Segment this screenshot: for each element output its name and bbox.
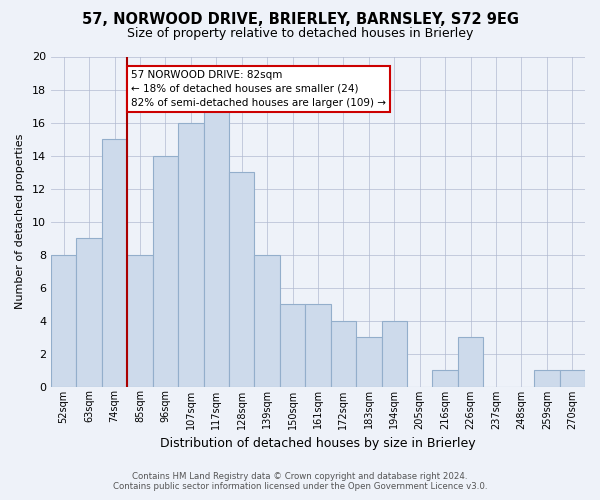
Text: Contains HM Land Registry data © Crown copyright and database right 2024.
Contai: Contains HM Land Registry data © Crown c… xyxy=(113,472,487,491)
Text: Size of property relative to detached houses in Brierley: Size of property relative to detached ho… xyxy=(127,28,473,40)
Text: 57 NORWOOD DRIVE: 82sqm
← 18% of detached houses are smaller (24)
82% of semi-de: 57 NORWOOD DRIVE: 82sqm ← 18% of detache… xyxy=(131,70,386,108)
Bar xyxy=(51,254,76,386)
Bar xyxy=(433,370,458,386)
Bar xyxy=(229,172,254,386)
Bar xyxy=(102,139,127,386)
Bar xyxy=(534,370,560,386)
Bar xyxy=(178,122,203,386)
Bar xyxy=(356,337,382,386)
Bar xyxy=(458,337,483,386)
Y-axis label: Number of detached properties: Number of detached properties xyxy=(15,134,25,309)
Bar xyxy=(127,254,152,386)
Text: 57, NORWOOD DRIVE, BRIERLEY, BARNSLEY, S72 9EG: 57, NORWOOD DRIVE, BRIERLEY, BARNSLEY, S… xyxy=(82,12,518,28)
Bar xyxy=(331,320,356,386)
Bar xyxy=(152,156,178,386)
Bar xyxy=(382,320,407,386)
Bar xyxy=(280,304,305,386)
Bar xyxy=(254,254,280,386)
Bar xyxy=(203,106,229,386)
Bar xyxy=(305,304,331,386)
Bar xyxy=(76,238,102,386)
Bar xyxy=(560,370,585,386)
X-axis label: Distribution of detached houses by size in Brierley: Distribution of detached houses by size … xyxy=(160,437,476,450)
